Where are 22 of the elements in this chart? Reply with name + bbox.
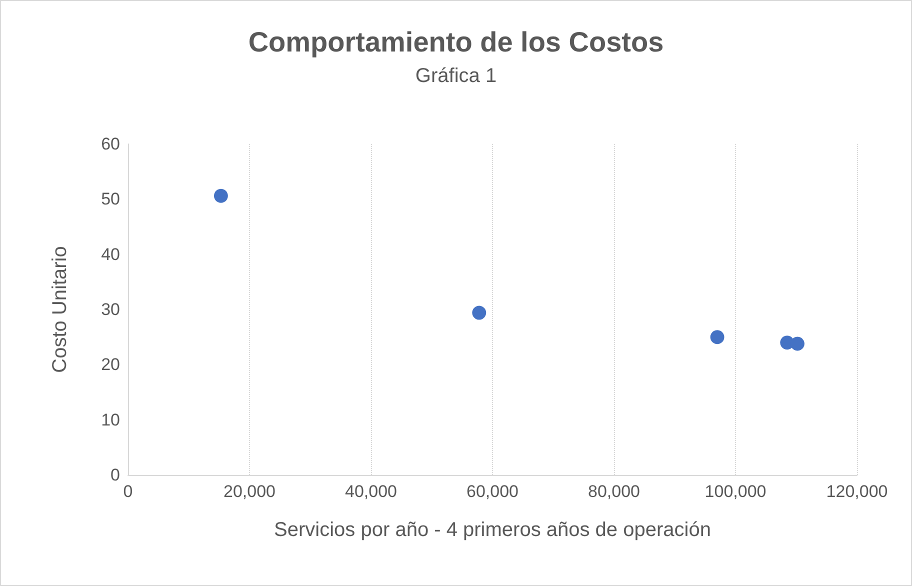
x-tick-label: 40,000 bbox=[345, 482, 397, 501]
y-axis-title: Costo Unitario bbox=[49, 246, 71, 373]
point bbox=[790, 336, 804, 351]
x-tick-label: 120,000 bbox=[826, 482, 888, 501]
x-tick-label: 100,000 bbox=[704, 482, 766, 501]
point bbox=[472, 306, 486, 320]
y-tick-label: 30 bbox=[101, 300, 120, 319]
point bbox=[214, 188, 228, 203]
point bbox=[710, 330, 724, 344]
y-tick-label: 20 bbox=[101, 355, 120, 374]
x-tick-label: 80,000 bbox=[588, 482, 640, 501]
x-tick-label: 20,000 bbox=[224, 482, 276, 501]
x-tick-label: 60,000 bbox=[466, 482, 518, 501]
y-tick-label: 60 bbox=[101, 134, 120, 154]
y-tick-label: 50 bbox=[101, 190, 120, 209]
x-tick-label: 0 bbox=[123, 482, 133, 501]
x-axis-title: Servicios por año - 4 primeros años de operación bbox=[274, 519, 711, 541]
y-tick-label: 0 bbox=[110, 466, 120, 484]
chart-title: Comportamiento de los Costos bbox=[248, 26, 664, 58]
chart-subtitle: Gráfica 1 bbox=[415, 65, 497, 87]
y-tick-label: 10 bbox=[101, 410, 120, 430]
y-tick-label: 40 bbox=[101, 244, 120, 264]
